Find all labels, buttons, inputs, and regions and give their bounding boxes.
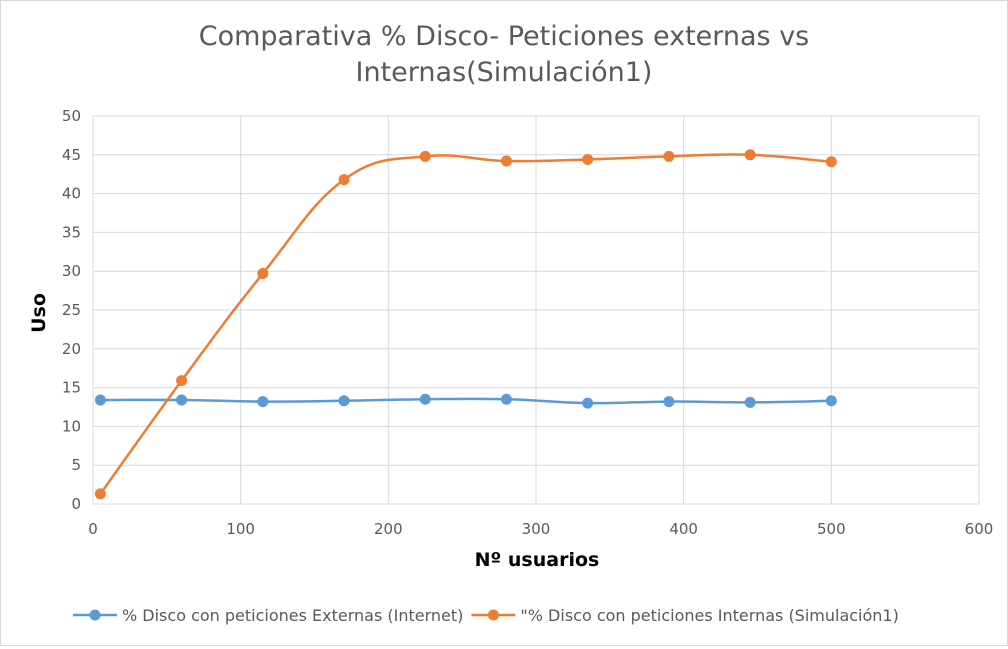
x-tick-label: 0 — [88, 520, 98, 538]
data-point-series-2 — [825, 156, 837, 168]
series-layer — [94, 149, 837, 500]
x-tick-label: 300 — [522, 520, 551, 538]
data-point-series-1 — [338, 395, 350, 407]
x-tick-label: 200 — [374, 520, 403, 538]
y-tick-label: 45 — [62, 146, 81, 164]
legend-label-1: % Disco con peticiones Externas (Interne… — [122, 606, 463, 625]
legend-label-2: "% Disco con peticiones Internas (Simula… — [520, 606, 898, 625]
chart-title-line2: Internas(Simulación1) — [356, 57, 653, 88]
data-point-series-1 — [94, 394, 106, 406]
y-tick-label: 5 — [71, 456, 81, 474]
data-point-series-1 — [176, 394, 188, 406]
data-point-series-2 — [176, 375, 188, 387]
data-point-series-2 — [94, 488, 106, 500]
legend-marker-2 — [487, 609, 499, 621]
series-line-2 — [99, 153, 832, 495]
data-point-series-2 — [500, 155, 512, 167]
data-point-series-1 — [744, 396, 756, 408]
y-tick-label: 20 — [62, 340, 81, 358]
y-tick-label: 30 — [62, 262, 81, 280]
x-tick-label: 100 — [226, 520, 255, 538]
data-point-series-2 — [257, 268, 269, 280]
data-point-series-2 — [582, 153, 594, 165]
y-tick-label: 40 — [62, 185, 81, 203]
data-point-series-2 — [419, 150, 431, 162]
chart-title-line1: Comparativa % Disco- Peticiones externas… — [199, 21, 810, 52]
series-line-1 — [100, 397, 832, 405]
x-tick-label: 400 — [669, 520, 698, 538]
legend-marker-1 — [89, 609, 101, 621]
y-tick-label: 15 — [62, 379, 81, 397]
x-tick-label: 600 — [965, 520, 994, 538]
y-tick-label: 50 — [62, 107, 81, 125]
y-tick-label: 25 — [62, 301, 81, 319]
x-axis-title: Nº usuarios — [475, 549, 600, 571]
data-point-series-1 — [500, 393, 512, 405]
data-point-series-2 — [663, 150, 675, 162]
data-point-series-1 — [663, 396, 675, 408]
grid-layer — [92, 115, 980, 505]
y-tick-label: 10 — [62, 417, 81, 435]
data-point-series-1 — [582, 397, 594, 409]
y-tick-label: 35 — [62, 223, 81, 241]
y-tick-label: 0 — [71, 495, 81, 513]
data-point-series-1 — [825, 395, 837, 407]
y-axis-title: Uso — [28, 293, 50, 333]
data-point-series-1 — [257, 396, 269, 408]
data-point-series-2 — [744, 149, 756, 161]
data-point-series-2 — [338, 174, 350, 186]
data-point-series-1 — [419, 393, 431, 405]
x-tick-label: 500 — [817, 520, 846, 538]
legend: % Disco con peticiones Externas (Interne… — [73, 606, 899, 625]
